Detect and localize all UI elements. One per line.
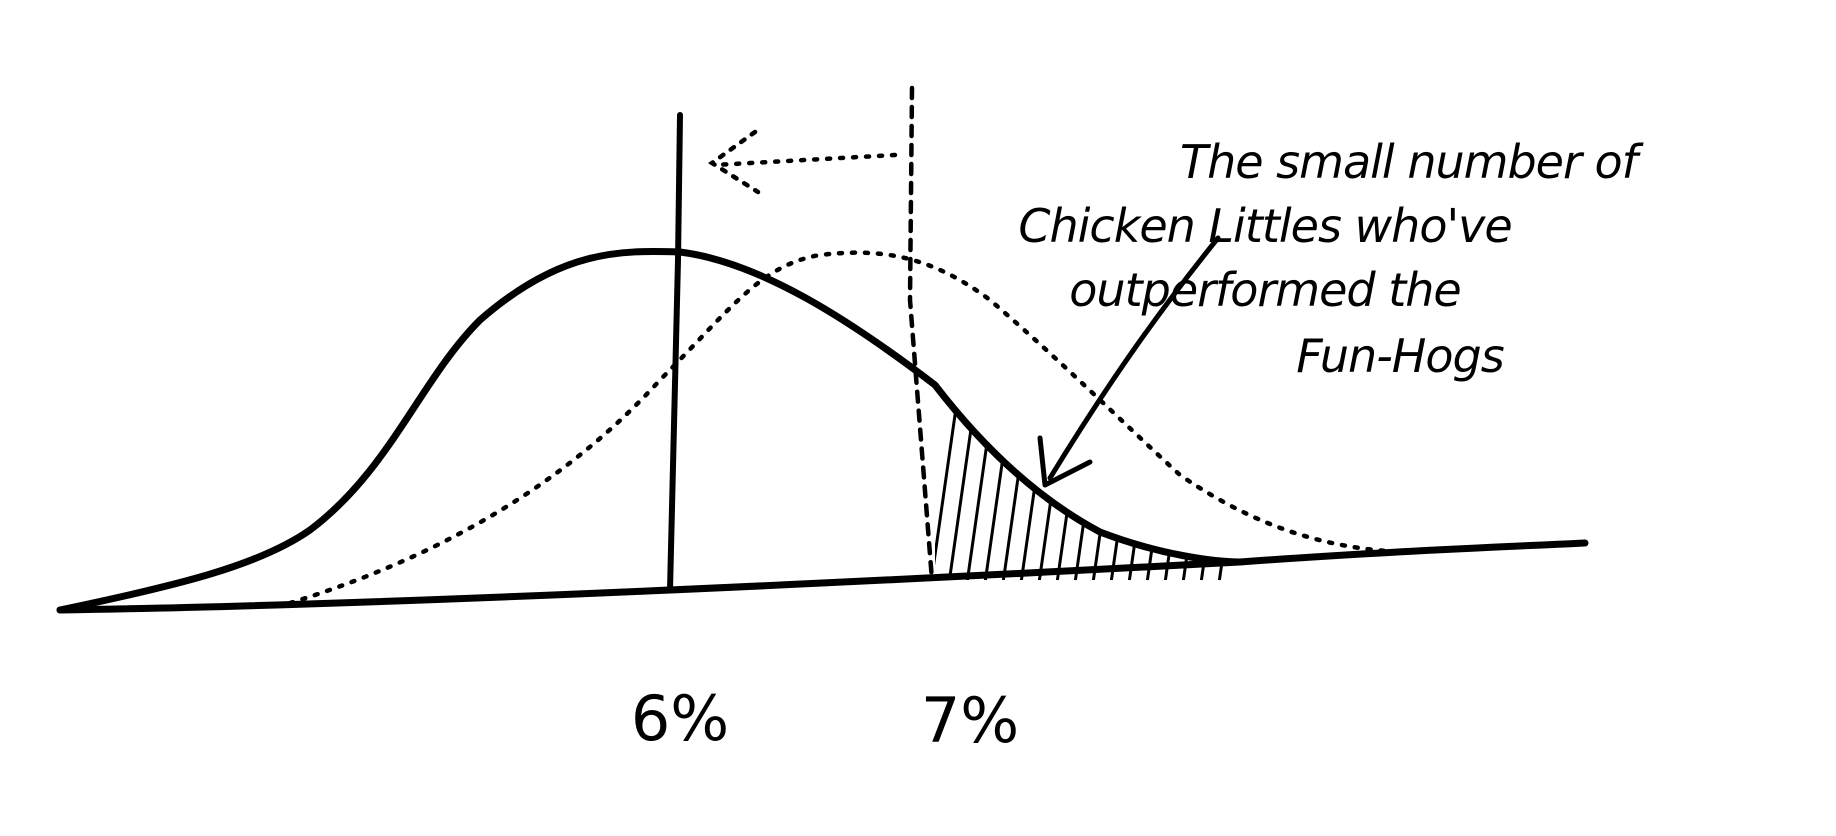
shift-arrow (707, 129, 898, 195)
tick-label-6pct: 6% (631, 682, 729, 755)
solid-bell-curve (56, 247, 1244, 614)
annotation-line-4: Fun-Hogs (1296, 329, 1503, 383)
mean-line-7pct (907, 85, 935, 583)
annotation-line-3: outperformed the (1069, 263, 1460, 317)
annotation-line-1: The small number of (1180, 135, 1644, 189)
annotation-line-2: Chicken Littles who've (1018, 199, 1511, 253)
x-axis-line (56, 539, 1589, 614)
dotted-bell-curve (287, 250, 1403, 606)
tick-label-7pct: 7% (921, 684, 1019, 757)
mean-line-6pct (667, 112, 683, 593)
annotation-pointer-arrow (1037, 235, 1221, 488)
annotation-text: The small number of Chicken Littles who'… (1018, 135, 1644, 383)
